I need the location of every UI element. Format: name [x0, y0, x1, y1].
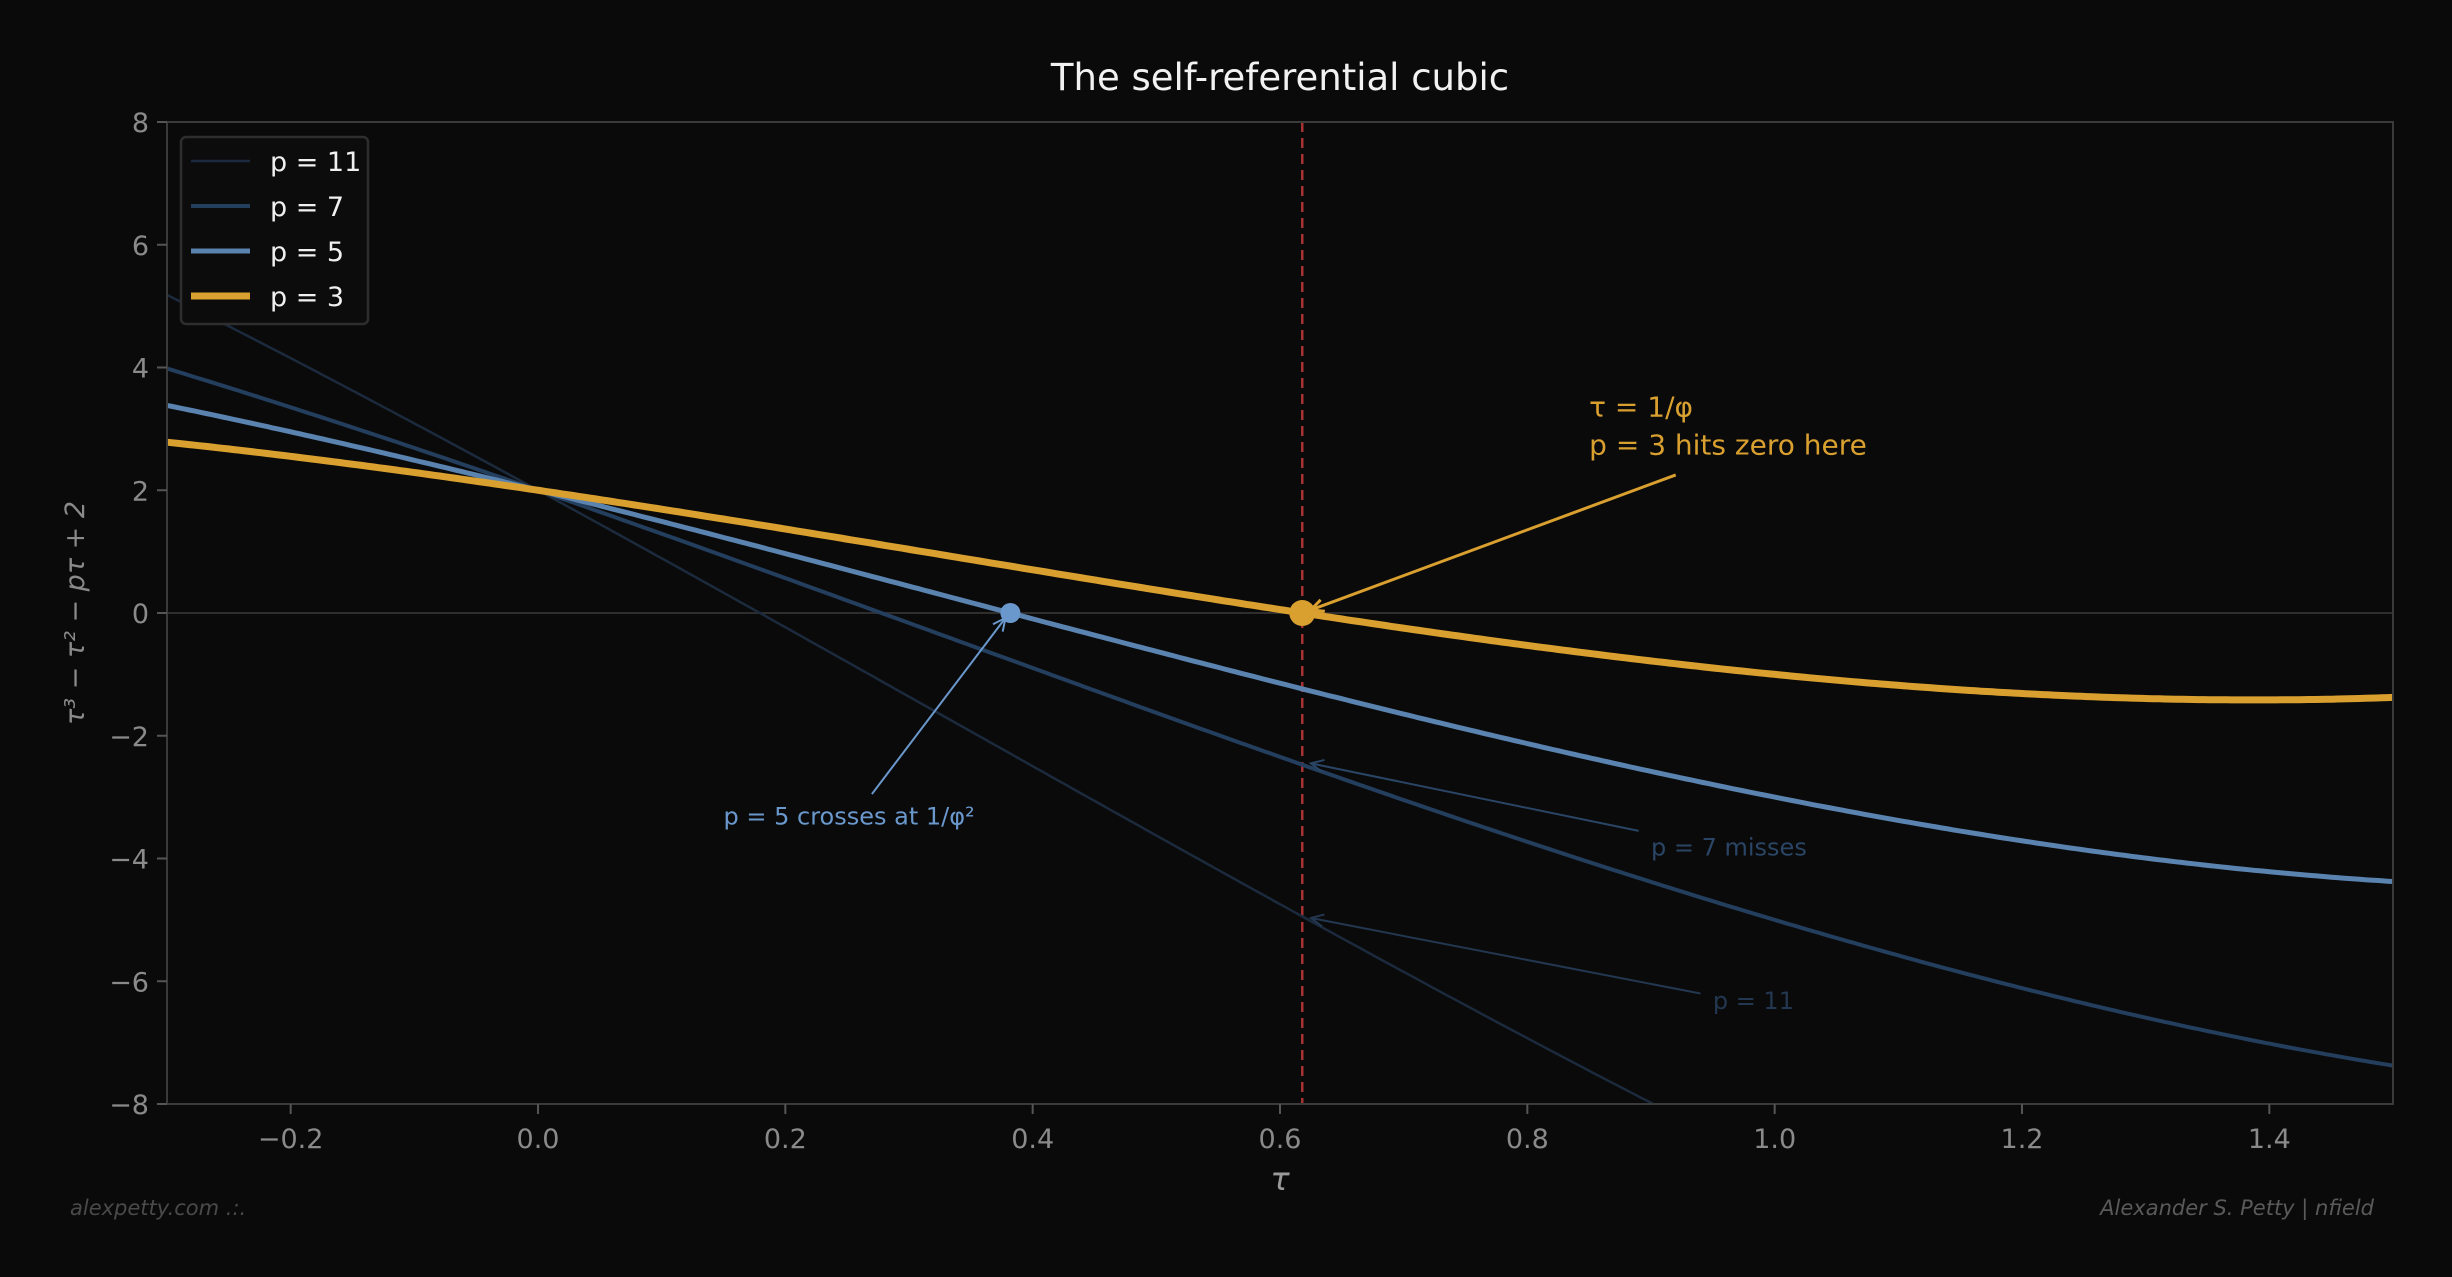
annotation-arrow [871, 617, 1007, 795]
y-axis-label: τ³ − τ² − pτ + 2 [60, 501, 91, 725]
legend-label: p = 3 [270, 282, 344, 313]
arrow-head-icon [1308, 758, 1325, 773]
x-tick-label: 1.4 [2248, 1124, 2291, 1155]
arrow-head-icon [1308, 913, 1325, 928]
x-tick-label: 1.2 [2001, 1124, 2044, 1155]
legend-box [179, 135, 370, 326]
y-tick-label: −8 [109, 1090, 149, 1121]
y-tick-label: −2 [109, 722, 149, 753]
annotation-text: τ = 1/φ [1589, 391, 1693, 424]
annotation-text: p = 3 hits zero here [1589, 429, 1867, 462]
annotation-arrow [1310, 473, 1677, 612]
y-tick-label: 6 [132, 231, 149, 262]
arrow-head-icon [992, 616, 1007, 632]
root-point [1289, 600, 1316, 626]
footer-left: alexpetty.com .:. [70, 1196, 246, 1220]
x-tick-label: 0.4 [1011, 1124, 1054, 1155]
curves [166, 293, 2394, 1106]
annotation-text: p = 11 [1713, 987, 1794, 1015]
legend-label: p = 7 [270, 192, 344, 223]
x-tick-label: −0.2 [258, 1124, 324, 1155]
y-tick-label: −6 [109, 967, 149, 998]
x-axis-label: τ [1270, 1160, 1290, 1198]
y-tick-label: −4 [109, 845, 149, 876]
x-tick-label: 1.0 [1753, 1124, 1796, 1155]
series-line-p7 [166, 366, 2394, 1068]
x-tick-label: 0.0 [517, 1124, 560, 1155]
series-line-p3 [166, 438, 2394, 704]
footer-right: Alexander S. Petty | nfield [2098, 1196, 2375, 1221]
x-tick-label: 0.8 [1506, 1124, 1549, 1155]
y-tick-label: 2 [132, 476, 149, 507]
x-tick-label: 0.2 [764, 1124, 807, 1155]
annotation-text: p = 5 crosses at 1/φ² [724, 803, 975, 831]
annotation-arrow [1310, 762, 1639, 832]
plot-area: τ = 1/φ p = 3 hits zero here p = 5 crosses… [109, 108, 2394, 1155]
arrow-head-icon [1307, 598, 1325, 613]
legend-label: p = 5 [270, 237, 344, 268]
x-tick-label: 0.6 [1259, 1124, 1302, 1155]
chart-title: The self-referential cubic [1050, 56, 1509, 99]
series-line-p11 [166, 293, 1654, 1106]
y-tick-label: 0 [132, 599, 149, 630]
y-tick-label: 8 [132, 108, 149, 139]
annotation-arrow [1310, 917, 1701, 995]
legend-label: p = 11 [270, 147, 361, 178]
y-tick-label: 4 [132, 354, 149, 385]
annotation-text: p = 7 misses [1651, 833, 1807, 861]
legend: p = 11 p = 7 p = 5 p = 3 [179, 135, 370, 326]
